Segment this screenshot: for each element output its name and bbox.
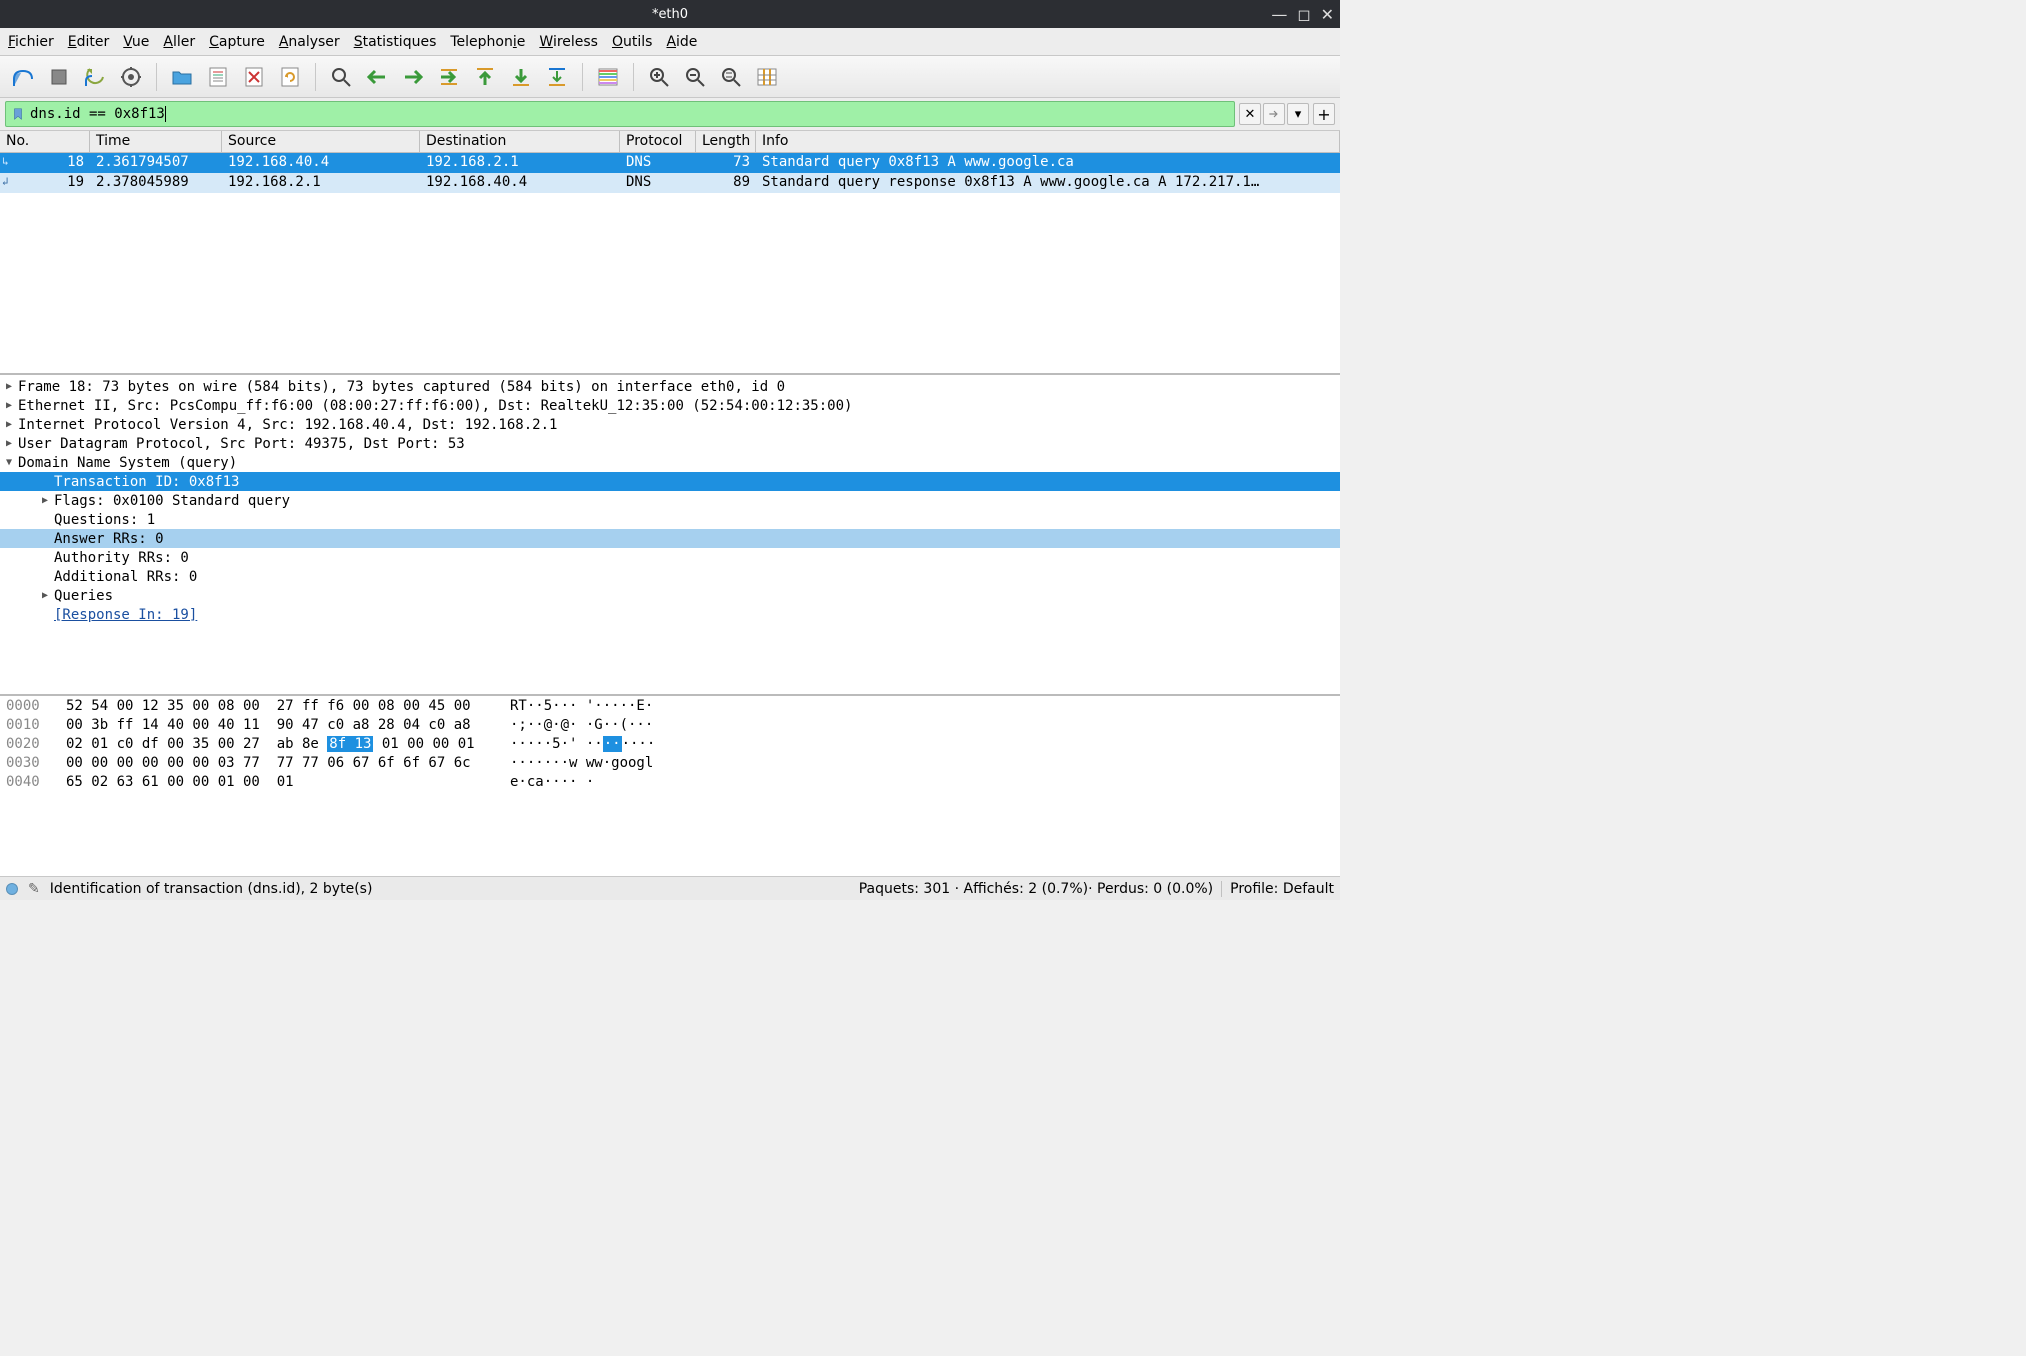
close-file-button[interactable] — [239, 62, 269, 92]
detail-line[interactable]: Transaction ID: 0x8f13 — [0, 472, 1340, 491]
menu-statistiques[interactable]: Statistiques — [354, 34, 437, 50]
column-header-length[interactable]: Length — [696, 131, 756, 152]
column-header-destination[interactable]: Destination — [420, 131, 620, 152]
add-filter-button[interactable]: + — [1313, 103, 1335, 125]
packet-row[interactable]: ↲192.378045989192.168.2.1192.168.40.4DNS… — [0, 173, 1340, 193]
restart-capture-button[interactable] — [80, 62, 110, 92]
detail-line[interactable]: Authority RRs: 0 — [0, 548, 1340, 567]
toolbar-separator — [633, 63, 634, 91]
maximize-button[interactable]: ◻ — [1297, 5, 1310, 24]
toolbar — [0, 56, 1340, 98]
detail-line[interactable]: ▶ Ethernet II, Src: PcsCompu_ff:f6:00 (0… — [0, 396, 1340, 415]
open-file-button[interactable] — [167, 62, 197, 92]
packet-list-header[interactable]: No. Time Source Destination Protocol Len… — [0, 131, 1340, 153]
minimize-button[interactable]: — — [1271, 5, 1287, 24]
go-last-button[interactable] — [506, 62, 536, 92]
zoom-in-button[interactable] — [644, 62, 674, 92]
filter-history-button[interactable]: ▾ — [1287, 103, 1309, 125]
detail-line[interactable]: ▶ Frame 18: 73 bytes on wire (584 bits),… — [0, 377, 1340, 396]
status-packets: Paquets: 301 · Affichés: 2 (0.7%)· Perdu… — [859, 881, 1213, 897]
menu-telephonie[interactable]: Telephonie — [450, 34, 525, 50]
colorize-button[interactable] — [593, 62, 623, 92]
go-forward-button[interactable] — [398, 62, 428, 92]
window-title: *eth0 — [652, 7, 688, 22]
column-header-no[interactable]: No. — [0, 131, 90, 152]
menu-editer[interactable]: Editer — [68, 34, 110, 50]
titlebar: *eth0 — ◻ ✕ — [0, 0, 1340, 28]
apply-filter-button[interactable] — [1263, 103, 1285, 125]
text-cursor — [165, 106, 166, 122]
packet-list-pane: No. Time Source Destination Protocol Len… — [0, 131, 1340, 375]
detail-line[interactable]: ▼ Domain Name System (query) — [0, 453, 1340, 472]
clear-filter-button[interactable]: ✕ — [1239, 103, 1261, 125]
column-header-protocol[interactable]: Protocol — [620, 131, 696, 152]
detail-line[interactable]: Additional RRs: 0 — [0, 567, 1340, 586]
save-file-button[interactable] — [203, 62, 233, 92]
status-bar: ✎ Identification of transaction (dns.id)… — [0, 876, 1340, 900]
toolbar-separator — [315, 63, 316, 91]
bytes-row[interactable]: 003000 00 00 00 00 00 03 77 77 77 06 67 … — [0, 755, 1340, 774]
go-to-packet-button[interactable] — [434, 62, 464, 92]
detail-line[interactable]: ▶ User Datagram Protocol, Src Port: 4937… — [0, 434, 1340, 453]
status-profile[interactable]: Profile: Default — [1230, 881, 1334, 897]
menu-analyser[interactable]: Analyser — [279, 34, 340, 50]
bytes-row[interactable]: 001000 3b ff 14 40 00 40 11 90 47 c0 a8 … — [0, 717, 1340, 736]
packet-bytes-pane[interactable]: 000052 54 00 12 35 00 08 00 27 ff f6 00 … — [0, 696, 1340, 876]
menubar: Fichier Editer Vue Aller Capture Analyser Stat… — [0, 28, 1340, 56]
zoom-out-button[interactable] — [680, 62, 710, 92]
reload-file-button[interactable] — [275, 62, 305, 92]
menu-capture[interactable]: Capture — [209, 34, 265, 50]
find-packet-button[interactable] — [326, 62, 356, 92]
auto-scroll-button[interactable] — [542, 62, 572, 92]
resize-columns-button[interactable] — [752, 62, 782, 92]
detail-line[interactable]: ▶ Internet Protocol Version 4, Src: 192.… — [0, 415, 1340, 434]
column-header-source[interactable]: Source — [222, 131, 420, 152]
go-back-button[interactable] — [362, 62, 392, 92]
detail-line[interactable]: [Response In: 19] — [0, 605, 1340, 624]
detail-line[interactable]: ▶ Queries — [0, 586, 1340, 605]
close-button[interactable]: ✕ — [1321, 5, 1334, 24]
menu-fichier[interactable]: Fichier — [8, 34, 54, 50]
bytes-row[interactable]: 000052 54 00 12 35 00 08 00 27 ff f6 00 … — [0, 698, 1340, 717]
go-first-button[interactable] — [470, 62, 500, 92]
bookmark-icon[interactable] — [10, 106, 26, 122]
status-left: Identification of transaction (dns.id), … — [50, 881, 373, 897]
toolbar-separator — [156, 63, 157, 91]
status-separator — [1221, 881, 1222, 897]
capture-options-button[interactable] — [116, 62, 146, 92]
menu-outils[interactable]: Outils — [612, 34, 652, 50]
edit-icon[interactable]: ✎ — [28, 881, 40, 897]
detail-line[interactable]: Answer RRs: 0 — [0, 529, 1340, 548]
display-filter-box: dns.id == 0x8f13 — [5, 101, 1235, 127]
menu-aide[interactable]: Aide — [666, 34, 697, 50]
logo-icon — [8, 62, 38, 92]
bytes-row[interactable]: 002002 01 c0 df 00 35 00 27 ab 8e 8f 13 … — [0, 736, 1340, 755]
column-header-info[interactable]: Info — [756, 131, 1340, 152]
toolbar-separator — [582, 63, 583, 91]
display-filter-input[interactable]: dns.id == 0x8f13 — [30, 106, 165, 122]
detail-line[interactable]: ▶ Flags: 0x0100 Standard query — [0, 491, 1340, 510]
stop-capture-button[interactable] — [44, 62, 74, 92]
packet-details-pane[interactable]: ▶ Frame 18: 73 bytes on wire (584 bits),… — [0, 375, 1340, 696]
menu-vue[interactable]: Vue — [123, 34, 149, 50]
menu-wireless[interactable]: Wireless — [539, 34, 598, 50]
packet-row[interactable]: ↳182.361794507192.168.40.4192.168.2.1DNS… — [0, 153, 1340, 173]
zoom-reset-button[interactable] — [716, 62, 746, 92]
detail-line[interactable]: Questions: 1 — [0, 510, 1340, 529]
expert-info-icon[interactable] — [6, 883, 18, 895]
filter-bar: dns.id == 0x8f13 ✕ ▾ + — [0, 98, 1340, 131]
bytes-row[interactable]: 004065 02 63 61 00 00 01 00 01e·ca···· · — [0, 774, 1340, 793]
column-header-time[interactable]: Time — [90, 131, 222, 152]
menu-aller[interactable]: Aller — [163, 34, 195, 50]
